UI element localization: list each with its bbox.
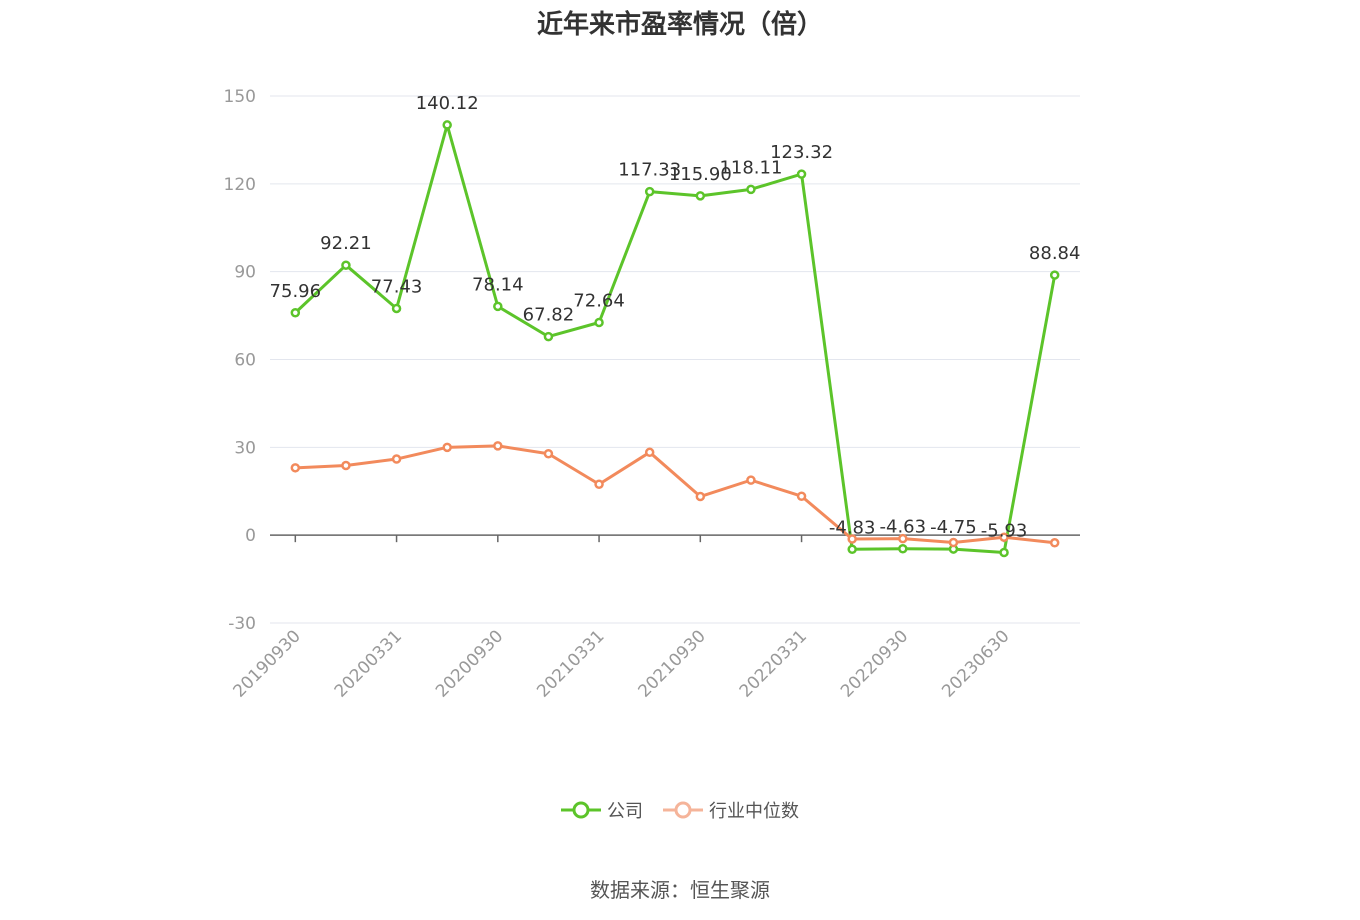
- chart-title: 近年来市盈率情况（倍）: [536, 10, 823, 40]
- x-tick-label: 20220930: [837, 626, 912, 701]
- data-label: -4.83: [829, 517, 876, 538]
- series-point-1: [290, 463, 301, 473]
- series-line-1: [295, 444, 1055, 545]
- y-tick-label: 90: [234, 263, 256, 283]
- data-source: 数据来源：恒生聚源: [590, 878, 770, 902]
- series-point-1: [796, 491, 807, 501]
- series-point-0: [341, 260, 351, 270]
- data-label: 67.82: [523, 305, 575, 326]
- data-label: 117.33: [618, 160, 681, 181]
- series-point-1: [341, 460, 351, 471]
- series-point-0: [644, 186, 655, 197]
- series-point-1: [898, 533, 908, 544]
- series-point-0: [543, 331, 554, 342]
- series-point-0: [999, 547, 1009, 558]
- x-tick-label: 20200930: [432, 626, 507, 701]
- legend-item-industry[interactable]: 行业中位数: [663, 797, 799, 823]
- series-point-1: [493, 441, 503, 451]
- legend: 公司 行业中位数: [0, 797, 1360, 823]
- line-chart: -30 0 30 60 90 120 150 20190930 20200331 20200930…: [224, 87, 1081, 702]
- x-tick-label: 20190930: [230, 626, 305, 701]
- series-point-0: [493, 301, 503, 312]
- legend-company-label: 公司: [607, 801, 643, 822]
- legend-industry-icon: [663, 801, 703, 819]
- data-label: 92.21: [320, 233, 372, 254]
- x-tick-label: 20210930: [635, 626, 710, 701]
- legend-item-company[interactable]: 公司: [561, 797, 643, 823]
- data-label: 88.84: [1029, 243, 1081, 264]
- series-point-1: [644, 447, 655, 458]
- data-label: 118.11: [719, 157, 782, 178]
- series-point-1: [442, 442, 452, 453]
- data-label: -4.75: [930, 517, 977, 538]
- series-point-1: [999, 532, 1009, 542]
- data-label: 140.12: [416, 93, 479, 114]
- data-label: 75.96: [270, 281, 322, 302]
- data-label: 115.90: [669, 164, 732, 185]
- legend-company-icon: [561, 801, 601, 819]
- series-point-1: [594, 479, 604, 489]
- y-tick-label: 0: [245, 526, 256, 546]
- series-point-0: [594, 317, 604, 328]
- series-point-1: [391, 454, 402, 464]
- series-point-0: [847, 544, 857, 555]
- y-tick-label: 30: [234, 438, 256, 458]
- series-point-0: [1049, 270, 1060, 280]
- series-point-1: [948, 537, 959, 548]
- series-point-1: [746, 475, 756, 485]
- y-tick-label: 120: [224, 175, 256, 195]
- y-tick-label: -30: [228, 614, 256, 634]
- data-label: 77.43: [371, 276, 423, 297]
- y-tick-label: 150: [224, 87, 256, 107]
- x-tick-label: 20230630: [938, 626, 1013, 701]
- series-point-0: [796, 169, 807, 179]
- series-point-1: [1049, 538, 1060, 548]
- data-label: -5.93: [981, 521, 1028, 542]
- data-label: -4.63: [880, 517, 927, 538]
- data-label: 72.64: [573, 290, 625, 311]
- series-point-1: [543, 449, 554, 459]
- series-point-0: [898, 543, 908, 554]
- x-tick-label: 20220331: [736, 626, 811, 701]
- series-point-1: [847, 534, 857, 544]
- y-tick-label: 60: [234, 351, 256, 371]
- series-point-0: [695, 191, 706, 201]
- x-tick-label: 20210331: [533, 626, 608, 701]
- series-point-0: [391, 303, 402, 314]
- legend-industry-label: 行业中位数: [709, 801, 799, 822]
- data-label: 123.32: [770, 142, 833, 163]
- series-point-1: [695, 491, 706, 502]
- series-point-0: [746, 184, 756, 195]
- data-label: 78.14: [472, 274, 524, 295]
- series-line-0: [294, 123, 1057, 555]
- series-point-0: [442, 120, 452, 130]
- series-point-0: [290, 308, 301, 318]
- x-tick-label: 20200331: [331, 626, 406, 701]
